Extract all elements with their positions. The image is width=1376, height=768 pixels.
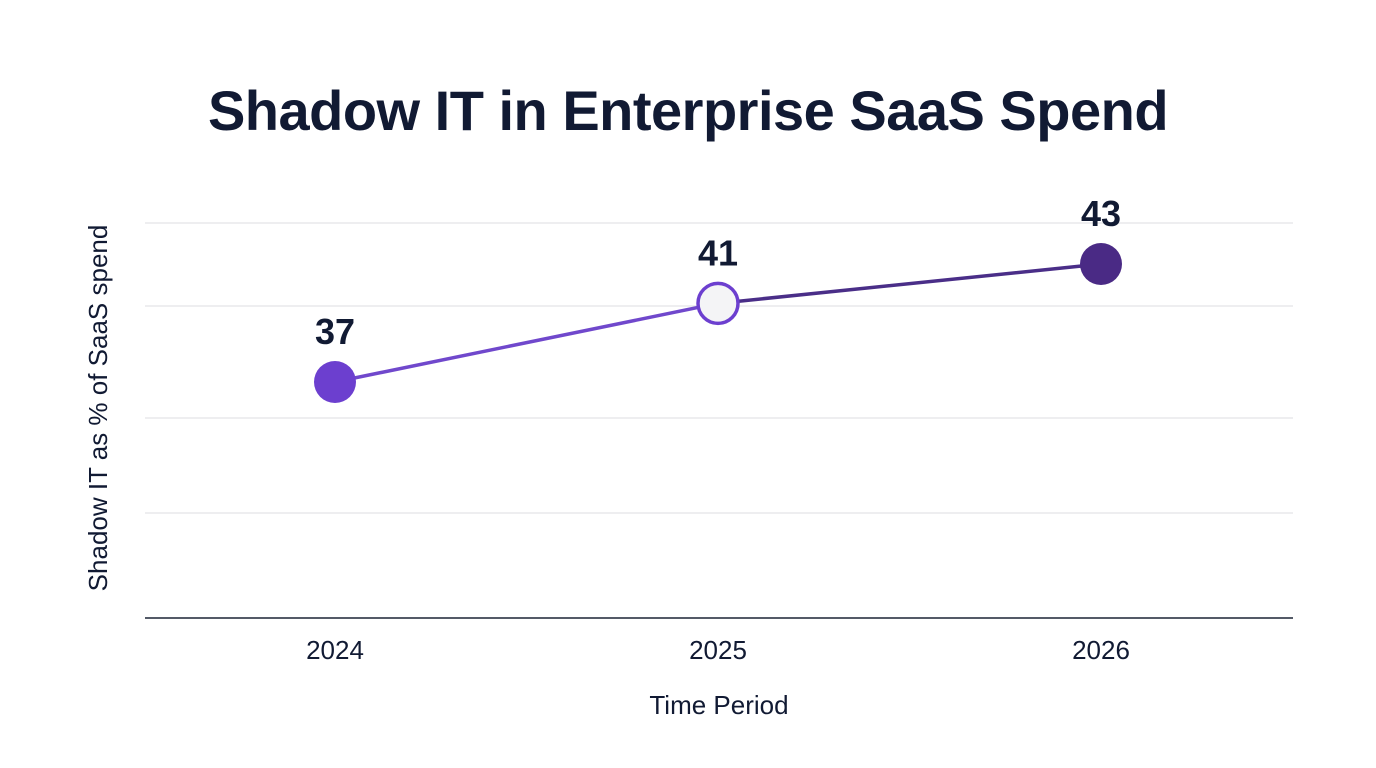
data-point-2024 bbox=[314, 361, 356, 403]
x-axis-label: Time Period bbox=[649, 690, 788, 720]
series-line-segment bbox=[716, 262, 1103, 306]
x-tick-label-2024: 2024 bbox=[306, 635, 364, 665]
data-label-2026: 43 bbox=[1081, 193, 1121, 234]
chart-title: Shadow IT in Enterprise SaaS Spend bbox=[207, 79, 1169, 142]
y-axis-label: Shadow IT as % of SaaS spend bbox=[83, 225, 113, 592]
data-point-2025 bbox=[696, 281, 740, 326]
x-tick-label-2025: 2025 bbox=[689, 635, 747, 665]
data-label-2024: 37 bbox=[315, 311, 355, 352]
series bbox=[333, 262, 1103, 384]
data-point-2026 bbox=[1080, 243, 1122, 285]
data-label-2025: 41 bbox=[698, 232, 738, 273]
data-labels: 37 41 43 bbox=[315, 193, 1121, 352]
x-tick-label-2026: 2026 bbox=[1072, 635, 1130, 665]
data-points bbox=[314, 243, 1122, 403]
series-line-segment bbox=[333, 301, 720, 384]
x-tick-labels: 2024 2025 2026 bbox=[306, 635, 1130, 665]
